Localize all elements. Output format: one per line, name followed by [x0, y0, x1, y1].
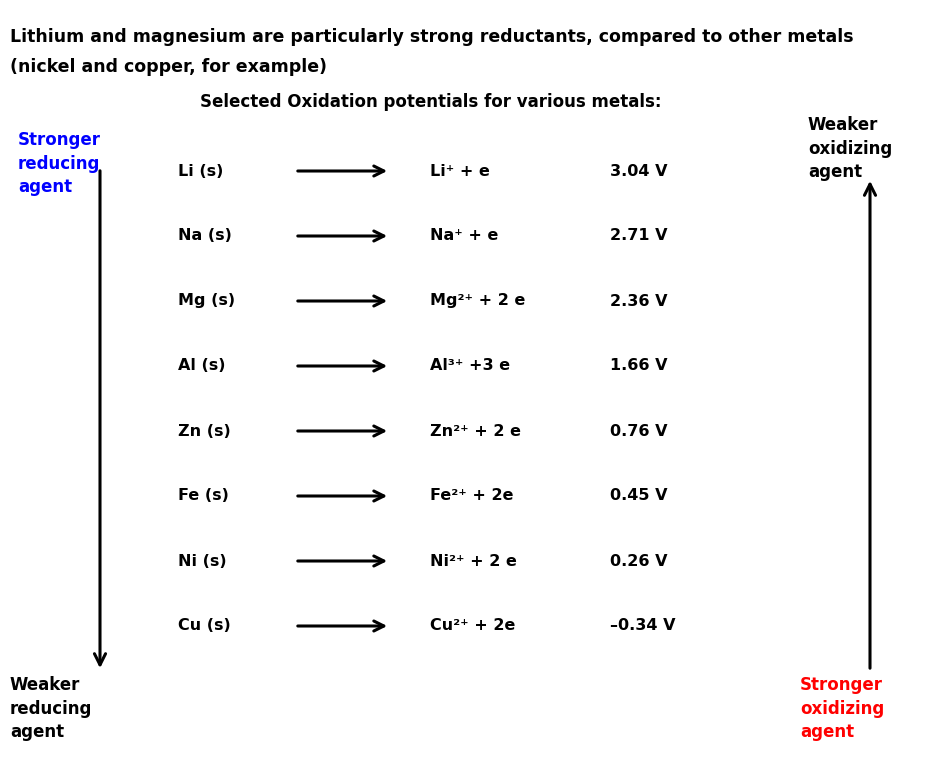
Text: Na⁺ + e: Na⁺ + e [430, 228, 498, 244]
Text: Mg²⁺ + 2 e: Mg²⁺ + 2 e [430, 293, 525, 309]
Text: Weaker
reducing
agent: Weaker reducing agent [10, 676, 93, 741]
Text: Stronger
oxidizing
agent: Stronger oxidizing agent [800, 676, 884, 741]
Text: Zn²⁺ + 2 e: Zn²⁺ + 2 e [430, 424, 521, 438]
Text: Fe²⁺ + 2e: Fe²⁺ + 2e [430, 489, 514, 504]
Text: Cu²⁺ + 2e: Cu²⁺ + 2e [430, 618, 516, 633]
Text: 0.76 V: 0.76 V [610, 424, 668, 438]
Text: Li (s): Li (s) [178, 164, 223, 178]
Text: Li⁺ + e: Li⁺ + e [430, 164, 490, 178]
Text: (nickel and copper, for example): (nickel and copper, for example) [10, 58, 327, 76]
Text: Na (s): Na (s) [178, 228, 232, 244]
Text: Lithium and magnesium are particularly strong reductants, compared to other meta: Lithium and magnesium are particularly s… [10, 28, 854, 46]
Text: 1.66 V: 1.66 V [610, 359, 668, 373]
Text: Selected Oxidation potentials for various metals:: Selected Oxidation potentials for variou… [200, 93, 661, 111]
Text: 2.71 V: 2.71 V [610, 228, 668, 244]
Text: Al³⁺ +3 e: Al³⁺ +3 e [430, 359, 510, 373]
Text: Mg (s): Mg (s) [178, 293, 235, 309]
Text: Ni (s): Ni (s) [178, 553, 227, 569]
Text: 3.04 V: 3.04 V [610, 164, 668, 178]
Text: 0.26 V: 0.26 V [610, 553, 668, 569]
Text: 0.45 V: 0.45 V [610, 489, 668, 504]
Text: 2.36 V: 2.36 V [610, 293, 668, 309]
Text: Ni²⁺ + 2 e: Ni²⁺ + 2 e [430, 553, 517, 569]
Text: Fe (s): Fe (s) [178, 489, 229, 504]
Text: Weaker
oxidizing
agent: Weaker oxidizing agent [808, 116, 893, 182]
Text: Stronger
reducing
agent: Stronger reducing agent [18, 131, 101, 196]
Text: Zn (s): Zn (s) [178, 424, 231, 438]
Text: –0.34 V: –0.34 V [610, 618, 675, 633]
Text: Al (s): Al (s) [178, 359, 226, 373]
Text: Cu (s): Cu (s) [178, 618, 231, 633]
